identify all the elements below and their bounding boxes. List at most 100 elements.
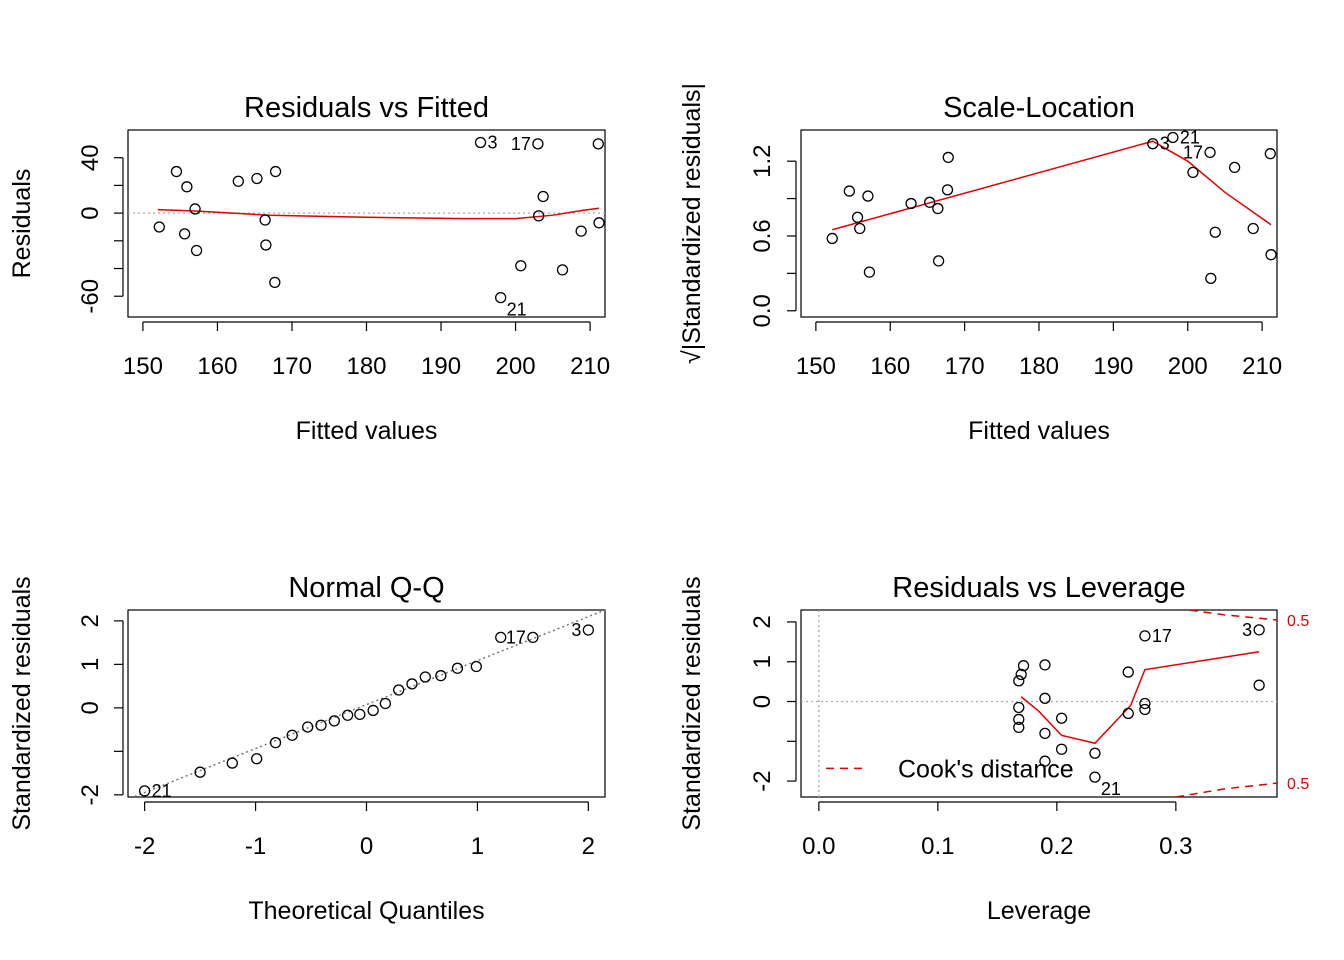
y-tick-label: -2 [749, 770, 776, 791]
data-point [1139, 697, 1151, 710]
data-point [1147, 138, 1159, 150]
rvf-panel: Residuals vs Fitted Fitted values Residual… [8, 92, 610, 445]
data-point [269, 165, 282, 178]
data-point [532, 138, 544, 150]
data-point [863, 266, 876, 278]
data-point [269, 276, 281, 289]
rvl-xlabel: Leverage [987, 897, 1091, 925]
rvl-plot-area [801, 610, 1277, 797]
data-point [1264, 148, 1276, 160]
data-point [495, 631, 507, 644]
data-point [1122, 666, 1134, 678]
data-point [942, 151, 954, 164]
point-label: 21 [507, 300, 527, 320]
qq-title: Normal Q-Q [288, 572, 444, 604]
data-point [393, 684, 405, 696]
data-point [1089, 771, 1101, 783]
sl-plot-frame [800, 129, 1278, 318]
x-tick-label: 180 [1019, 353, 1059, 380]
y-tick-label: 0 [749, 695, 776, 708]
data-point [1139, 703, 1151, 716]
data-point [232, 175, 244, 187]
x-tick-label: 0.1 [921, 833, 954, 860]
rvf-y-axis: -60 0 40 [77, 144, 124, 314]
data-point [251, 753, 263, 765]
rvf-title: Residuals vs Fitted [244, 92, 489, 124]
cooks-distance-lower-line [1175, 782, 1277, 797]
qq-reference-line [131, 610, 605, 797]
sl-panel: Scale-Location Fitted values √|Standardize… [678, 83, 1282, 445]
rvf-xlabel: Fitted values [296, 417, 438, 445]
x-tick-label: 1 [471, 833, 484, 860]
x-tick-label: 160 [870, 353, 910, 380]
data-point [435, 670, 447, 682]
data-point [593, 217, 605, 229]
data-point [941, 184, 954, 196]
y-tick-label: -60 [77, 279, 104, 314]
data-point [170, 165, 183, 178]
x-tick-label: 210 [1242, 353, 1282, 380]
data-point [1228, 161, 1241, 174]
y-tick-label: 1 [77, 658, 104, 671]
x-tick-label: 0.3 [1159, 833, 1192, 860]
data-point [194, 766, 206, 778]
data-point [932, 202, 944, 215]
data-point [1139, 630, 1151, 642]
sl-plot-area [832, 140, 1272, 231]
data-point [181, 181, 193, 193]
data-point [1013, 721, 1025, 734]
data-point [1209, 226, 1221, 238]
x-tick-label: 150 [796, 353, 836, 380]
data-point [1204, 146, 1216, 159]
data-point [328, 715, 340, 727]
data-point [1017, 660, 1030, 672]
x-tick-label: 2 [582, 833, 595, 860]
data-point [556, 264, 569, 276]
data-point [905, 197, 917, 210]
cooks-distance-upper-label: 0.5 [1287, 613, 1309, 630]
qq-ylabel: Standardized residuals [8, 576, 36, 830]
data-point [1013, 713, 1025, 726]
data-point [854, 222, 866, 235]
data-point [537, 190, 549, 203]
rvf-smooth-line [157, 207, 600, 220]
cooks-distance-lower-label: 0.5 [1287, 776, 1309, 793]
data-point [1205, 272, 1217, 285]
rvl-smooth-line [1020, 651, 1260, 745]
data-point [379, 697, 392, 710]
data-point [269, 736, 282, 749]
data-point [367, 704, 379, 717]
data-point [1253, 679, 1265, 691]
y-tick-label: 0 [77, 701, 104, 714]
sl-x-axis: 150 160 170 180 190 200 210 [796, 321, 1282, 380]
data-point [495, 291, 507, 304]
data-point [527, 631, 539, 644]
point-label: 21 [152, 781, 172, 801]
data-point [1253, 624, 1265, 636]
data-point [1247, 222, 1259, 235]
data-point [341, 709, 354, 721]
x-tick-label: 180 [346, 353, 386, 380]
data-point [515, 260, 527, 272]
rvl-ylabel: Standardized residuals [678, 576, 706, 830]
qq-x-axis: -2 -1 0 1 2 [134, 801, 595, 860]
rvl-plot-frame [800, 609, 1278, 798]
data-point [1055, 743, 1068, 755]
x-tick-label: 200 [496, 353, 536, 380]
sl-ylabel: √|Standardized residuals| [678, 83, 706, 364]
sl-y-axis: 0.0 0.6 1.2 [749, 144, 797, 327]
rvf-x-axis: 150 160 170 180 190 200 210 [123, 321, 610, 380]
data-point [582, 624, 595, 636]
point-label: 3 [488, 132, 498, 152]
x-tick-label: 170 [945, 353, 985, 380]
qq-plot-area [131, 610, 605, 797]
x-tick-label: 150 [123, 353, 163, 380]
data-point [1167, 131, 1179, 144]
data-point [406, 678, 418, 690]
x-tick-label: 170 [272, 353, 312, 380]
data-point [226, 757, 238, 769]
x-tick-label: 190 [421, 353, 461, 380]
data-point [843, 185, 855, 197]
point-label: 3 [571, 620, 581, 640]
